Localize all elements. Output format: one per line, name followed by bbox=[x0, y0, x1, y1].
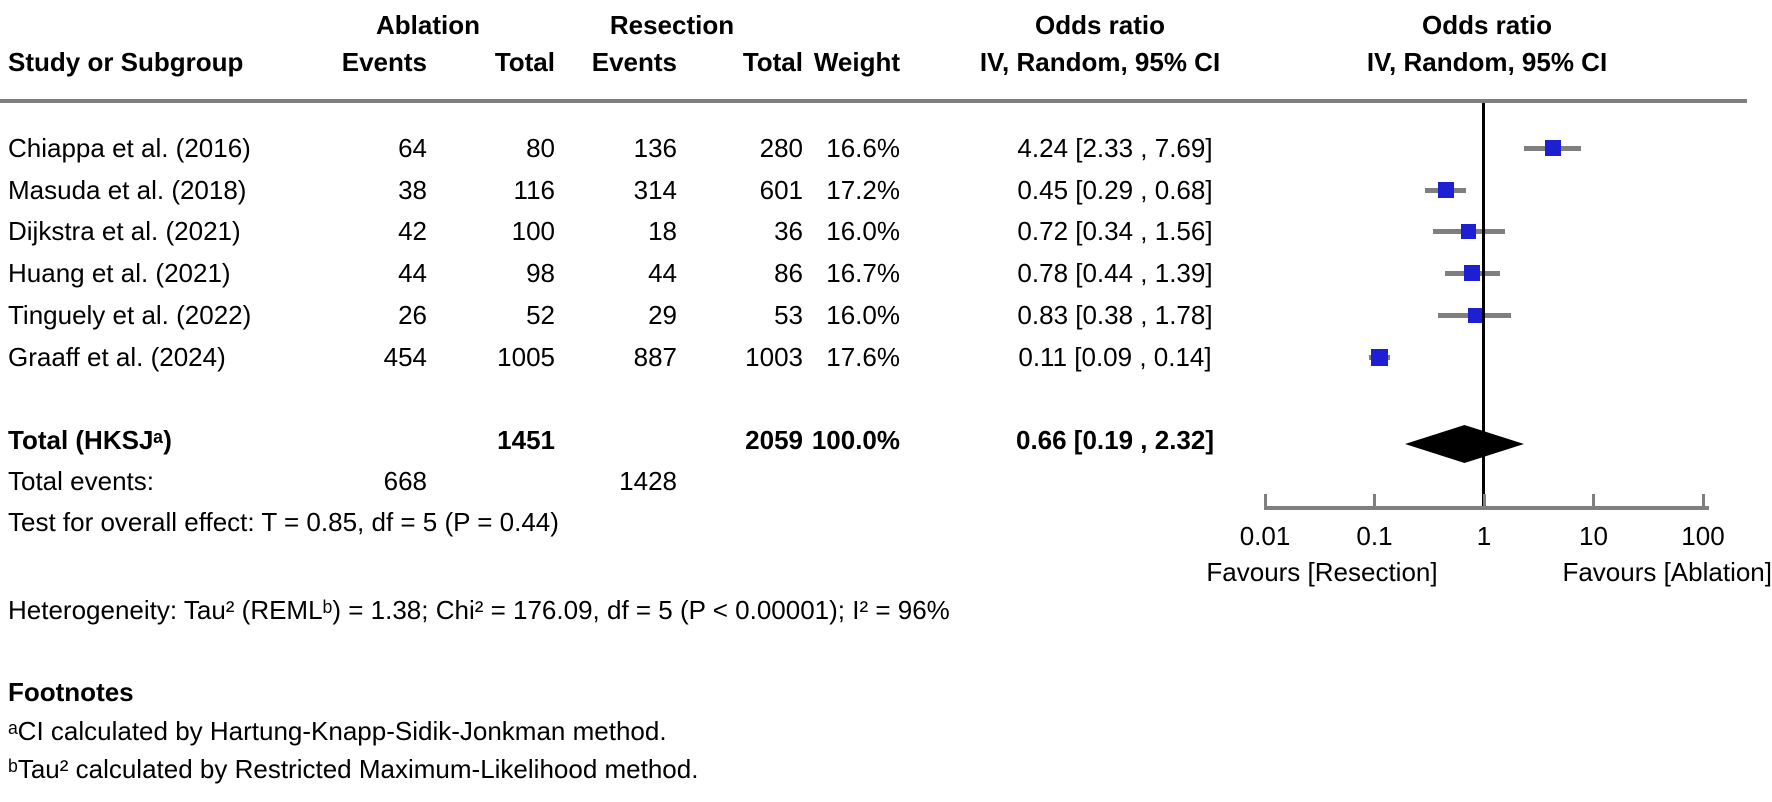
study-row-resection_events: 44 bbox=[648, 258, 677, 288]
study-row-resection_total: 1003 bbox=[745, 342, 803, 372]
axis-tick bbox=[1373, 494, 1376, 510]
footnote-a: ᵃCI calculated by Hartung-Knapp-Sidik-Jo… bbox=[8, 716, 667, 746]
footnote-b: ᵇTau² calculated by Restricted Maximum-L… bbox=[8, 754, 699, 784]
axis-tick bbox=[1701, 494, 1705, 510]
study-row-weight: 16.0% bbox=[826, 300, 900, 330]
study-row-study: Huang et al. (2021) bbox=[8, 258, 231, 288]
study-row-resection_events: 29 bbox=[648, 300, 677, 330]
study-row-ablation_events: 44 bbox=[398, 258, 427, 288]
axis-tick-label: 1 bbox=[1476, 521, 1492, 551]
study-row-ablation_total: 116 bbox=[513, 175, 555, 205]
study-row-or_text: 0.72 [0.34 , 1.56] bbox=[1017, 216, 1213, 246]
column-group-ablation: Ablation bbox=[376, 10, 480, 40]
axis-tick-label: 100 bbox=[1681, 521, 1725, 551]
study-row-weight: 16.6% bbox=[826, 133, 900, 163]
study-row-ablation_total: 1005 bbox=[497, 342, 555, 372]
study-row-resection_events: 18 bbox=[648, 216, 677, 246]
study-row-or_text: 0.11 [0.09 , 0.14] bbox=[1018, 342, 1212, 372]
study-row-ablation_events: 454 bbox=[383, 342, 427, 372]
method-header-left: IV, Random, 95% CI bbox=[979, 47, 1221, 77]
study-row-weight: 16.7% bbox=[826, 258, 900, 288]
ablation-events-header: Events bbox=[341, 47, 427, 77]
total-events-ablation-value: 668 bbox=[383, 466, 427, 496]
favours-left-label: Favours [Resection] bbox=[1206, 557, 1438, 587]
resection-events-header: Events bbox=[591, 47, 677, 77]
study-row-resection_total: 36 bbox=[774, 216, 803, 246]
odds-ratio-header-left: Odds ratio bbox=[1034, 10, 1165, 40]
study-row-study: Graaff et al. (2024) bbox=[8, 342, 226, 372]
study-row-resection_total: 601 bbox=[759, 175, 803, 205]
ablation-total-header: Total bbox=[494, 47, 555, 77]
study-row-study: Chiappa et al. (2016) bbox=[8, 133, 251, 163]
x-axis-line bbox=[1265, 506, 1709, 510]
resection-total-header: Total bbox=[742, 47, 803, 77]
total-events-label: Total events: bbox=[8, 466, 154, 496]
point-estimate-marker bbox=[1438, 182, 1455, 198]
favours-right-label: Favours [Ablation] bbox=[1562, 557, 1772, 587]
point-estimate-marker bbox=[1544, 140, 1561, 156]
study-row-resection_events: 136 bbox=[633, 133, 677, 163]
study-row-weight: 17.6% bbox=[826, 342, 900, 372]
study-row-or_text: 0.83 [0.38 , 1.78] bbox=[1017, 300, 1213, 330]
study-row-ablation_events: 42 bbox=[398, 216, 427, 246]
pooled-effect-diamond bbox=[1405, 425, 1524, 463]
axis-tick bbox=[1263, 494, 1267, 510]
study-row-resection_total: 280 bbox=[759, 133, 803, 163]
study-row-or_text: 0.45 [0.29 , 0.68] bbox=[1017, 175, 1213, 205]
total-row-label: Total (HKSJᵃ) bbox=[8, 425, 172, 455]
axis-tick-label: 10 bbox=[1579, 521, 1608, 551]
total-odds-ratio-text: 0.66 [0.19 , 2.32] bbox=[1015, 425, 1215, 455]
axis-tick-label: 0.1 bbox=[1356, 521, 1393, 551]
study-row-weight: 16.0% bbox=[826, 216, 900, 246]
study-row-study: Tinguely et al. (2022) bbox=[8, 300, 252, 330]
point-estimate-marker bbox=[1370, 348, 1388, 366]
reference-line-or-1 bbox=[1482, 103, 1485, 510]
total-weight: 100.0% bbox=[811, 425, 900, 455]
heterogeneity-text: Heterogeneity: Tau² (REMLᵇ) = 1.38; Chi²… bbox=[8, 595, 950, 625]
overall-effect-test-text: Test for overall effect: T = 0.85, df = … bbox=[8, 507, 559, 537]
axis-tick-label: 0.01 bbox=[1239, 521, 1291, 551]
study-row-or_text: 0.78 [0.44 , 1.39] bbox=[1017, 258, 1213, 288]
point-estimate-marker bbox=[1460, 223, 1476, 239]
total-resection-total: 2059 bbox=[745, 425, 803, 455]
point-estimate-marker bbox=[1464, 265, 1481, 281]
study-row-resection_total: 86 bbox=[774, 258, 803, 288]
study-row-ablation_events: 26 bbox=[398, 300, 427, 330]
study-column-header: Study or Subgroup bbox=[8, 47, 244, 77]
study-row-ablation_total: 80 bbox=[526, 133, 555, 163]
study-row-resection_events: 314 bbox=[633, 175, 677, 205]
weight-column-header: Weight bbox=[813, 47, 900, 77]
footnotes-title: Footnotes bbox=[8, 677, 134, 707]
study-row-ablation_total: 98 bbox=[526, 258, 555, 288]
point-estimate-marker bbox=[1467, 307, 1483, 323]
header-separator-line bbox=[0, 99, 1747, 103]
odds-ratio-header-right: Odds ratio bbox=[1421, 10, 1552, 40]
study-row-ablation_total: 52 bbox=[526, 300, 555, 330]
study-row-study: Masuda et al. (2018) bbox=[8, 175, 247, 205]
axis-tick bbox=[1592, 494, 1595, 510]
total-ablation-total: 1451 bbox=[497, 425, 555, 455]
study-row-resection_events: 887 bbox=[633, 342, 677, 372]
study-row-resection_total: 53 bbox=[774, 300, 803, 330]
method-header-right: IV, Random, 95% CI bbox=[1366, 47, 1608, 77]
study-row-weight: 17.2% bbox=[826, 175, 900, 205]
axis-tick bbox=[1482, 494, 1486, 510]
study-row-ablation_total: 100 bbox=[511, 216, 555, 246]
study-row-ablation_events: 38 bbox=[398, 175, 427, 205]
study-row-ablation_events: 64 bbox=[398, 133, 427, 163]
column-group-resection: Resection bbox=[609, 10, 735, 40]
study-row-or_text: 4.24 [2.33 , 7.69] bbox=[1017, 133, 1213, 163]
total-events-resection-value: 1428 bbox=[619, 466, 677, 496]
study-row-study: Dijkstra et al. (2021) bbox=[8, 216, 241, 246]
